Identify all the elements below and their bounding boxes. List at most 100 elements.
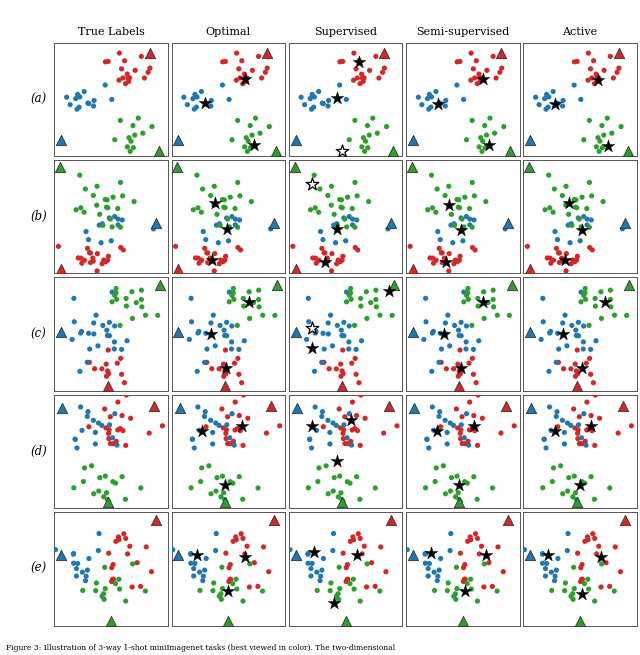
Point bbox=[332, 364, 342, 374]
Point bbox=[408, 135, 418, 145]
Point bbox=[577, 589, 588, 599]
Point bbox=[209, 200, 219, 210]
Point bbox=[186, 483, 196, 493]
Point bbox=[354, 56, 364, 67]
Point bbox=[378, 67, 388, 77]
Point bbox=[576, 94, 586, 105]
Point bbox=[208, 586, 218, 596]
Point bbox=[92, 266, 102, 276]
Point bbox=[172, 162, 182, 172]
Point bbox=[333, 491, 344, 502]
Point bbox=[202, 344, 212, 354]
Point bbox=[127, 286, 137, 297]
Point bbox=[318, 422, 328, 432]
Point bbox=[99, 491, 109, 502]
Point bbox=[232, 584, 242, 594]
Point bbox=[305, 204, 316, 215]
Point bbox=[152, 310, 163, 320]
Point bbox=[454, 365, 465, 376]
Point bbox=[342, 438, 353, 449]
Point bbox=[334, 562, 344, 572]
Point bbox=[121, 293, 131, 304]
Point bbox=[119, 377, 129, 388]
Point bbox=[291, 135, 301, 145]
Point bbox=[151, 218, 161, 229]
Point bbox=[476, 73, 486, 83]
Point bbox=[612, 67, 622, 77]
Point bbox=[109, 321, 120, 331]
Point bbox=[423, 571, 433, 581]
Point bbox=[469, 421, 479, 432]
Point bbox=[596, 313, 607, 324]
Point bbox=[388, 146, 398, 157]
Point bbox=[451, 594, 461, 605]
Point bbox=[463, 294, 474, 305]
Point bbox=[118, 529, 129, 539]
Point bbox=[137, 301, 147, 312]
Point bbox=[326, 266, 337, 276]
Point bbox=[84, 248, 95, 258]
Point bbox=[441, 257, 451, 267]
Point bbox=[618, 401, 628, 411]
Point bbox=[106, 576, 116, 587]
Point bbox=[193, 328, 203, 338]
Point bbox=[309, 170, 319, 180]
Point bbox=[120, 596, 131, 607]
Point bbox=[348, 397, 358, 407]
Point bbox=[145, 63, 155, 73]
Point bbox=[247, 130, 257, 140]
Point bbox=[572, 381, 582, 392]
Point bbox=[552, 406, 562, 417]
Point bbox=[541, 104, 551, 115]
Point bbox=[570, 487, 580, 498]
Point bbox=[547, 476, 557, 487]
Point bbox=[193, 202, 203, 213]
Point bbox=[205, 415, 216, 426]
Point bbox=[108, 476, 118, 487]
Point bbox=[458, 94, 468, 105]
Point bbox=[605, 294, 616, 305]
Point bbox=[468, 369, 479, 379]
Point bbox=[358, 132, 369, 143]
Point bbox=[440, 253, 450, 263]
Point bbox=[218, 195, 228, 205]
Point bbox=[84, 553, 94, 564]
Point bbox=[461, 337, 471, 347]
Point bbox=[595, 136, 605, 147]
Point bbox=[362, 121, 372, 131]
Point bbox=[589, 596, 600, 607]
Point bbox=[593, 75, 604, 85]
Point bbox=[196, 462, 207, 473]
Point bbox=[504, 310, 515, 320]
Point bbox=[205, 190, 216, 200]
Point bbox=[100, 195, 110, 205]
Point bbox=[358, 76, 368, 86]
Point bbox=[291, 327, 301, 337]
Point bbox=[431, 255, 442, 265]
Point bbox=[408, 550, 418, 561]
Point bbox=[374, 586, 385, 596]
Point bbox=[111, 294, 122, 305]
Point bbox=[117, 410, 127, 421]
Point bbox=[291, 263, 301, 274]
Point bbox=[352, 550, 362, 561]
Point bbox=[360, 413, 370, 424]
Point bbox=[141, 542, 152, 552]
Point bbox=[577, 192, 587, 202]
Point bbox=[218, 584, 228, 594]
Point bbox=[104, 548, 114, 559]
Point bbox=[591, 549, 602, 559]
Point bbox=[275, 421, 285, 431]
Point bbox=[230, 214, 241, 225]
Point bbox=[367, 557, 377, 568]
Point bbox=[235, 73, 245, 83]
Point bbox=[307, 421, 317, 432]
Point bbox=[467, 178, 477, 188]
Point bbox=[155, 280, 165, 291]
Point bbox=[342, 574, 352, 585]
Point bbox=[94, 529, 104, 539]
Point bbox=[136, 51, 147, 62]
Point bbox=[420, 558, 431, 569]
Point bbox=[379, 48, 389, 58]
Point bbox=[456, 225, 466, 236]
